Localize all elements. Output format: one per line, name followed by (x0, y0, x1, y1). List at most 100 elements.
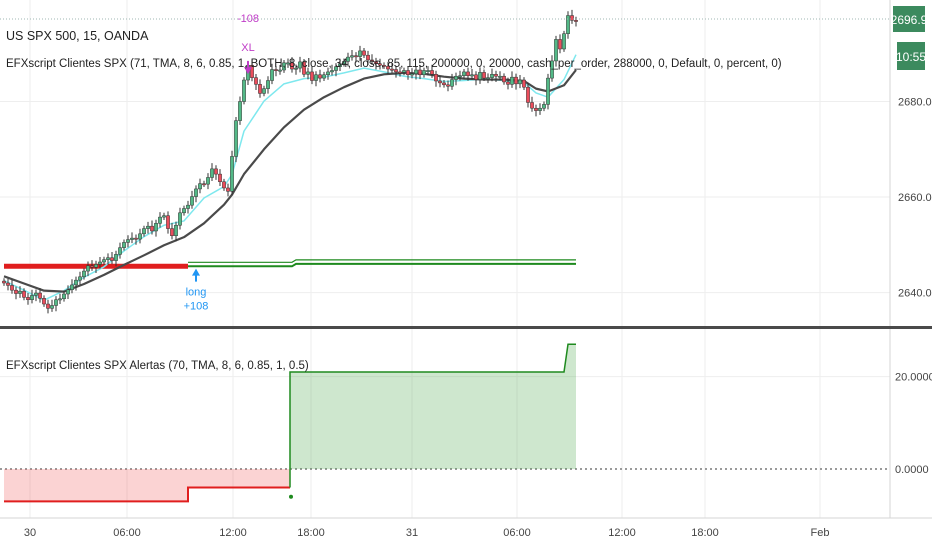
candle (266, 76, 270, 94)
candle-body (234, 120, 238, 157)
last-price-label: 2696.9 (891, 13, 928, 27)
candle (290, 57, 294, 73)
candle-body (30, 295, 34, 300)
candle-body (238, 101, 242, 121)
candle (138, 228, 142, 244)
candle-body (126, 239, 130, 243)
time-tick-label: 18:00 (297, 527, 325, 539)
candle-body (314, 74, 318, 81)
candle-body (514, 76, 518, 85)
candle (270, 63, 274, 85)
candle (154, 219, 158, 237)
candle (362, 48, 366, 59)
candle-body (426, 70, 430, 72)
candle (402, 67, 406, 76)
candle (94, 260, 98, 273)
stop-lines (4, 259, 576, 269)
main-price-axis[interactable]: 2640.0 2660.0 2680.0 (898, 97, 932, 300)
candle-body (566, 15, 570, 34)
candle (158, 212, 162, 228)
candle (518, 75, 522, 89)
candle-body (366, 54, 370, 61)
alerts-indicator (0, 343, 890, 503)
candle-body (402, 70, 406, 73)
candle-body (94, 264, 98, 268)
candle-body (218, 173, 222, 183)
lower-price-axis[interactable]: 0.0000 20.0000 (895, 372, 932, 476)
candle (550, 55, 554, 82)
candle-body (446, 84, 450, 87)
candle (530, 96, 534, 112)
price-tick-label: 2660.0 (898, 192, 932, 204)
long-entry-arrow (192, 268, 200, 282)
candle-body (478, 72, 482, 80)
exit-arrow (244, 61, 252, 75)
candle-body (154, 223, 158, 232)
main-pane-grid (0, 0, 890, 326)
candle (22, 288, 26, 301)
candle-body (486, 77, 490, 80)
candle-body (10, 285, 14, 291)
candle (474, 71, 478, 86)
candle (554, 35, 558, 67)
candle (274, 65, 278, 77)
time-tick-label: 18:00 (691, 527, 719, 539)
candle-body (482, 72, 486, 79)
pane-separator[interactable] (0, 326, 932, 329)
candle (338, 58, 342, 71)
candle (490, 68, 494, 82)
candle-body (114, 254, 118, 261)
candle (250, 59, 254, 82)
lower-indicator-title[interactable]: EFXscript Clientes SPX Alertas (70, TMA,… (6, 360, 309, 372)
candle (426, 66, 430, 76)
candle-body (434, 74, 438, 82)
candle-body (166, 215, 170, 229)
candle-body (278, 69, 282, 72)
candle-body (546, 77, 550, 105)
exit-amount: -108 (237, 13, 259, 25)
candle (182, 205, 186, 216)
candle-body (294, 67, 298, 70)
moving-averages (3, 54, 577, 301)
candle-body (390, 68, 394, 71)
candle-body (322, 74, 326, 79)
candle-body (358, 50, 362, 57)
candle (90, 260, 94, 271)
candle-body (102, 259, 106, 263)
candle (54, 296, 58, 312)
candle (126, 235, 130, 248)
candle-body (462, 71, 466, 76)
candle-body (502, 75, 506, 83)
candle (86, 261, 90, 277)
candle-body (310, 71, 314, 81)
candle (394, 65, 398, 78)
candle (66, 285, 70, 300)
candle-body (138, 233, 142, 240)
candle-body (254, 77, 258, 85)
candle-body (230, 156, 234, 192)
candle-body (142, 228, 146, 235)
alert-tick-label: 0.0000 (895, 464, 929, 476)
countdown-label: 10:55 (896, 50, 926, 64)
candle (322, 71, 326, 81)
candle (42, 295, 46, 307)
candle (70, 279, 74, 294)
candle-body (470, 74, 474, 77)
candle (214, 165, 218, 180)
candle-body (538, 107, 542, 111)
candle (410, 68, 414, 79)
time-axis[interactable]: 30 06:00 12:00 18:00 31 06:00 12:00 18:00 Feb (24, 527, 830, 539)
price-axis-background (890, 0, 932, 518)
candle (390, 63, 394, 74)
candle-body (422, 70, 426, 76)
candle-body (198, 183, 202, 190)
candle (118, 242, 122, 259)
candle-body (174, 224, 178, 236)
long-entry-label: long (186, 287, 207, 299)
main-indicator-title[interactable]: EFXscript Clientes SPX (71, TMA, 8, 6, 0… (6, 58, 782, 70)
candle-body (6, 282, 10, 286)
candle (306, 67, 310, 80)
candle (206, 173, 210, 190)
candle-body (334, 66, 338, 71)
candle (498, 71, 502, 81)
